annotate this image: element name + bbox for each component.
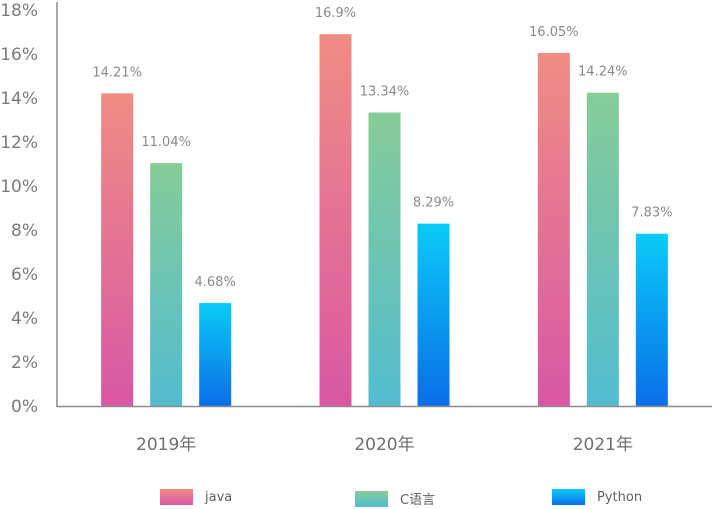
data-labels: 14.21% 11.04% 4.68% 16.9% 13.34% 8.29% 16.05% 1… — [92, 6, 672, 290]
bar-c语言-0 — [150, 163, 183, 406]
legend-item: Python — [552, 489, 642, 505]
x-category-label: 2020年 — [354, 435, 414, 455]
bar-java-0 — [101, 93, 134, 406]
bar-python-1 — [417, 223, 450, 406]
y-axis: 0% 2% 4% 6% 8% 10% 12% 14% 16% 18% — [0, 1, 58, 417]
legend-label: java — [205, 489, 233, 505]
x-category-label: 2019年 — [136, 435, 196, 455]
bar-chart: 0% 2% 4% 6% 8% 10% 12% 14% 16% 18% 14.21% 11.04% 4.… — [0, 1, 712, 455]
legend-swatch — [160, 489, 193, 505]
bar-python-0 — [199, 303, 232, 406]
bars — [101, 34, 668, 407]
data-label: 16.05% — [529, 25, 579, 40]
legend-swatch — [552, 489, 585, 505]
data-label: 16.9% — [315, 6, 356, 21]
legend-item: C语言 — [355, 489, 435, 508]
data-label: 4.68% — [195, 275, 236, 290]
x-category-label: 2021年 — [573, 435, 633, 455]
y-tick-label: 16% — [0, 45, 38, 65]
y-tick-label: 2% — [11, 353, 38, 373]
bar-java-2 — [537, 52, 570, 407]
legend-label: Python — [597, 489, 643, 505]
data-label: 14.24% — [578, 65, 628, 80]
y-tick-label: 8% — [11, 221, 38, 241]
bar-java-1 — [319, 34, 352, 406]
data-label: 7.83% — [631, 206, 672, 221]
y-tick-label: 12% — [0, 133, 38, 153]
y-tick-label: 14% — [0, 89, 38, 109]
bar-c语言-2 — [586, 92, 619, 406]
bar-c语言-1 — [368, 112, 401, 407]
y-tick-label: 18% — [0, 1, 38, 21]
data-label: 14.21% — [92, 65, 142, 80]
data-label: 11.04% — [141, 135, 191, 150]
y-tick-label: 6% — [11, 265, 38, 285]
legend-swatch — [355, 490, 388, 507]
y-tick-label: 10% — [0, 177, 38, 197]
y-tick-label: 4% — [11, 309, 38, 329]
bar-python-2 — [635, 233, 668, 406]
legend-label: C语言 — [400, 493, 436, 508]
legend-item: java — [160, 489, 232, 505]
legend: java C语言 Python — [0, 489, 714, 509]
x-axis: 2019年 2020年 2021年 — [57, 405, 712, 455]
data-label: 8.29% — [413, 196, 454, 211]
y-tick-label: 0% — [11, 397, 38, 417]
data-label: 13.34% — [360, 85, 410, 100]
